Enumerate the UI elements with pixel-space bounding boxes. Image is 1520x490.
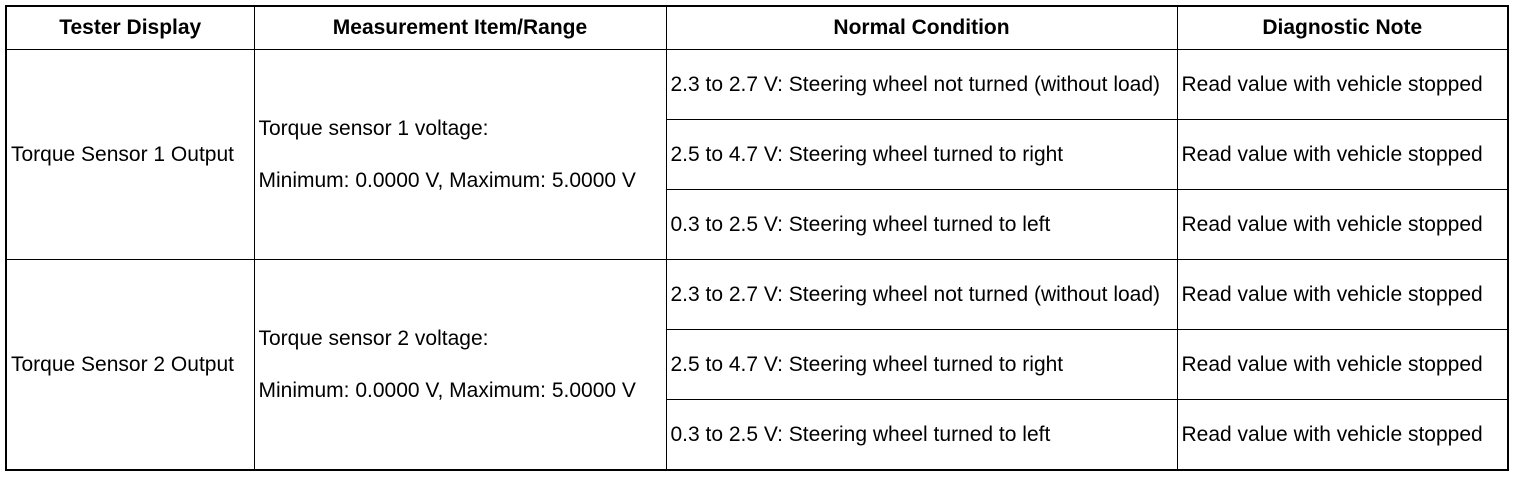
measurement-cell: Torque sensor 2 voltage: Minimum: 0.0000…	[253, 259, 667, 471]
diagnostic-note-cell: Read value with vehicle stopped	[1176, 399, 1509, 471]
diagnostic-note-cell: Read value with vehicle stopped	[1176, 49, 1509, 120]
diagnostic-note-cell: Read value with vehicle stopped	[1176, 189, 1509, 260]
header-normal-condition: Normal Condition	[665, 5, 1178, 50]
diagnostic-note-cell: Read value with vehicle stopped	[1176, 329, 1509, 400]
normal-condition-cell: 0.3 to 2.5 V: Steering wheel turned to l…	[665, 399, 1178, 471]
diagnostic-data-table: Tester Display Measurement Item/Range No…	[5, 5, 1509, 471]
normal-condition-cell: 2.5 to 4.7 V: Steering wheel turned to r…	[665, 329, 1178, 400]
normal-condition-cell: 2.3 to 2.7 V: Steering wheel not turned …	[665, 259, 1178, 330]
header-tester-display: Tester Display	[5, 5, 255, 50]
normal-condition-cell: 2.3 to 2.7 V: Steering wheel not turned …	[665, 49, 1178, 120]
measurement-item: Torque sensor 2 voltage:	[258, 326, 489, 350]
normal-condition-cell: 0.3 to 2.5 V: Steering wheel turned to l…	[665, 189, 1178, 260]
measurement-range: Minimum: 0.0000 V, Maximum: 5.0000 V	[258, 168, 636, 192]
measurement-range: Minimum: 0.0000 V, Maximum: 5.0000 V	[258, 378, 636, 402]
table-row: Torque Sensor 2 Output Torque sensor 2 v…	[5, 259, 1509, 471]
diagnostic-note-cell: Read value with vehicle stopped	[1176, 119, 1509, 190]
measurement-cell: Torque sensor 1 voltage: Minimum: 0.0000…	[253, 49, 667, 260]
tester-display-cell: Torque Sensor 1 Output	[5, 49, 255, 260]
tester-display-cell: Torque Sensor 2 Output	[5, 259, 255, 471]
header-diagnostic-note: Diagnostic Note	[1176, 5, 1509, 50]
table-row: 2.5 to 4.7 V: Steering wheel turned to r…	[6, 329, 1509, 400]
header-row: Tester Display Measurement Item/Range No…	[5, 5, 1509, 50]
table-row: 2.5 to 4.7 V: Steering wheel turned to r…	[6, 119, 1509, 190]
table-row: Torque Sensor 1 Output Torque sensor 1 v…	[5, 49, 1509, 260]
normal-condition-cell: 2.5 to 4.7 V: Steering wheel turned to r…	[665, 119, 1178, 190]
diagnostic-note-cell: Read value with vehicle stopped	[1176, 259, 1509, 330]
header-measurement: Measurement Item/Range	[253, 5, 667, 50]
measurement-item: Torque sensor 1 voltage:	[258, 116, 489, 140]
table-row: 0.3 to 2.5 V: Steering wheel turned to l…	[6, 399, 1509, 471]
table-row: 0.3 to 2.5 V: Steering wheel turned to l…	[6, 189, 1509, 260]
